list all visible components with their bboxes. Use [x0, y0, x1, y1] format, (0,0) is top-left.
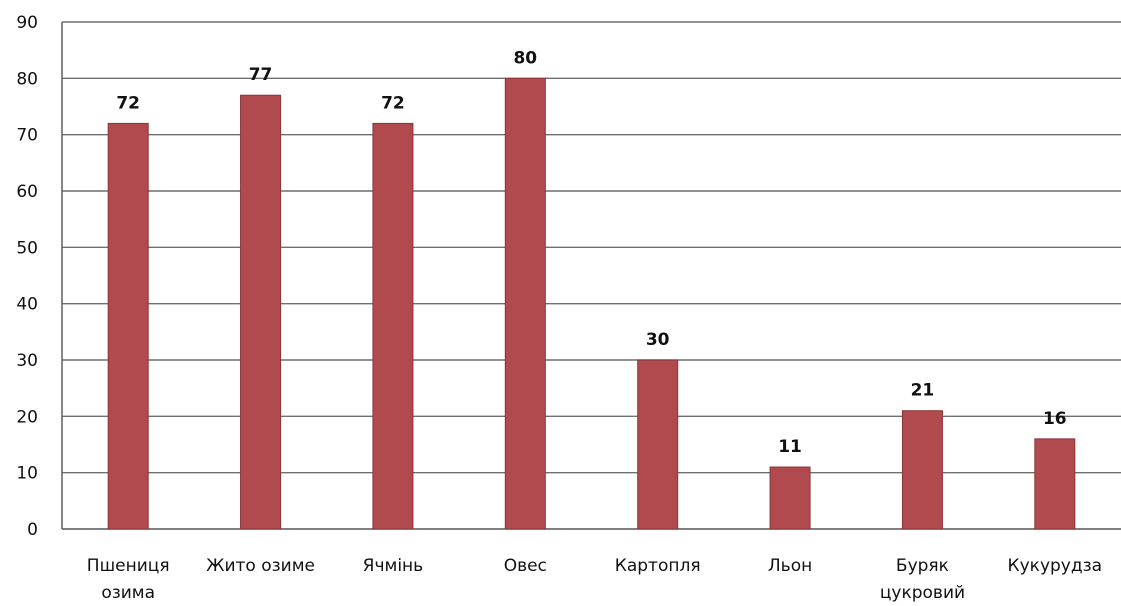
data-label: 11: [778, 437, 802, 457]
bar: [637, 359, 679, 530]
bar: [107, 122, 149, 530]
y-tick-label: 80: [16, 69, 38, 89]
y-tick-label: 70: [16, 126, 38, 146]
y-tick-label: 10: [16, 464, 38, 484]
y-tick-label: 30: [16, 351, 38, 371]
gridlines: [62, 21, 1121, 474]
y-tick-label: 20: [16, 407, 38, 427]
x-category-label: Овес: [504, 556, 547, 576]
y-tick-label: 60: [16, 182, 38, 202]
x-category-label: Картопля: [615, 556, 701, 576]
bar: [769, 466, 811, 530]
data-label: 80: [513, 48, 537, 68]
data-label: 72: [116, 93, 140, 113]
bar: [372, 122, 414, 530]
x-category-label: цукровий: [880, 583, 965, 603]
y-tick-label: 50: [16, 238, 38, 258]
bars: [107, 77, 1076, 530]
data-label: 30: [646, 330, 670, 350]
axes: [61, 22, 1121, 530]
bar: [504, 77, 546, 530]
x-category-label: Кукурудза: [1008, 556, 1103, 576]
x-category-label: Ячмінь: [363, 556, 424, 576]
data-label: 77: [249, 65, 273, 85]
y-tick-label: 90: [16, 13, 38, 33]
bar: [901, 410, 943, 530]
y-tick-label: 40: [16, 295, 38, 315]
x-category-label: Льон: [768, 556, 812, 576]
x-category-label: Пшениця: [87, 556, 170, 576]
y-axis-tick-labels: 0 10 20 30 40 50 60 70 80 90: [16, 13, 38, 540]
bar: [240, 94, 282, 530]
data-label: 16: [1043, 409, 1067, 429]
data-label: 72: [381, 93, 405, 113]
bar: [1034, 438, 1076, 530]
data-labels: 72 77 72 80 30 11 21 16: [116, 48, 1066, 457]
data-label: 21: [911, 381, 935, 401]
x-category-label: озима: [101, 583, 155, 603]
x-category-label: Буряк: [896, 556, 949, 576]
x-category-label: Жито озиме: [206, 556, 315, 576]
x-axis-category-labels: Пшениця озима Жито озиме Ячмінь Овес Картопля…: [87, 556, 1102, 603]
y-tick-label: 0: [27, 520, 38, 540]
